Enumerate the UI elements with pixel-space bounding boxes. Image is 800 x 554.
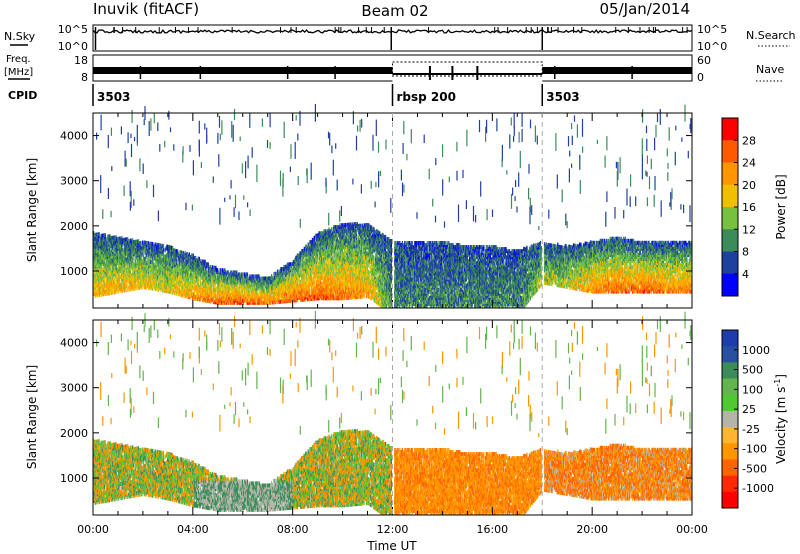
power-cell: [133, 256, 134, 260]
freq-left-tick-bottom: 8: [81, 71, 88, 84]
noise-left-tick-bottom: 10^0: [58, 40, 88, 53]
noise-right-label: N.Search: [746, 29, 796, 42]
power-cell: [122, 248, 123, 252]
station-title: Inuvik (fitACF): [93, 0, 199, 18]
cpid-strip: CPID 3503 rbsp 200 3503: [8, 84, 580, 106]
freq-right-tick-top: 60: [697, 54, 711, 67]
power-cell: [142, 241, 143, 245]
cpid-segment-label: 3503: [97, 90, 130, 104]
power-cell: [126, 284, 127, 288]
power-cell: [152, 242, 153, 246]
freq-left-tick-top: 18: [74, 54, 88, 67]
noise-panel-frame: [93, 25, 692, 51]
noise-panel: N.Sky 10^5 10^0 10^5 10^0 N.Search: [4, 23, 796, 53]
cpid-segment-label: rbsp 200: [397, 90, 456, 104]
freq-right-tick-bottom: 0: [697, 71, 704, 84]
date-title: 05/Jan/2014: [600, 0, 691, 18]
noise-right-tick-bottom: 10^0: [697, 40, 727, 53]
noise-line: [93, 30, 692, 33]
power-cell: [105, 233, 106, 237]
beam-title: Beam 02: [361, 2, 428, 20]
nave-label: Nave: [756, 63, 784, 76]
noise-left-tick-top: 10^5: [58, 23, 88, 36]
power-cell: [99, 232, 100, 236]
cpid-segments: 3503 rbsp 200 3503: [93, 84, 580, 106]
freq-left-unit: [MHz]: [4, 67, 33, 78]
power-cell: [104, 278, 105, 282]
power-cell: [114, 278, 115, 282]
noise-left-label: N.Sky: [4, 30, 36, 43]
freq-left-label: Freq.: [6, 54, 31, 65]
radar-summary-plot: Inuvik (fitACF) Beam 02 05/Jan/2014 N.Sk…: [0, 0, 800, 554]
noise-trace: [93, 27, 692, 50]
freq-panel: Freq. [MHz] 18 8 60 0 Nave: [4, 54, 784, 84]
cpid-segment-label: 3503: [546, 90, 579, 104]
noise-right-tick-top: 10^5: [697, 23, 727, 36]
freq-gap: [393, 62, 543, 82]
freq-trace: [93, 62, 692, 82]
cpid-label: CPID: [8, 89, 37, 102]
power-cell: [140, 241, 141, 245]
